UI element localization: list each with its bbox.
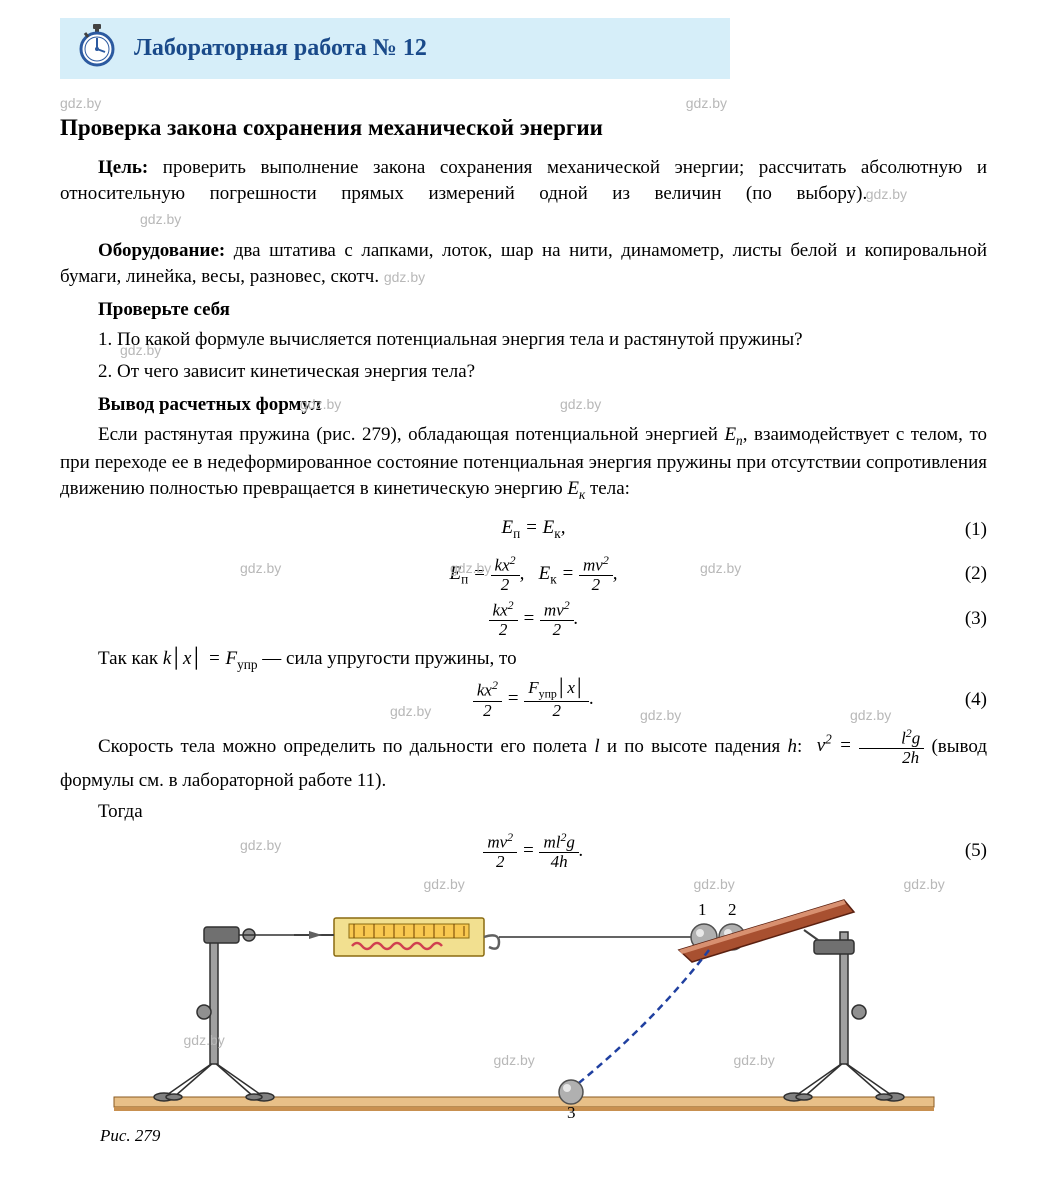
equation-1: Eп = Eк, (1)	[60, 510, 987, 550]
watermark: gdz.by	[450, 560, 491, 576]
ball-label-3: 3	[567, 1103, 576, 1122]
since-text: — сила упругости пружины, то	[258, 648, 517, 669]
formula-v2-frac: l2g2h	[859, 727, 924, 768]
watermark-row: gdz.by gdz.by	[60, 95, 987, 111]
figure-svg: 1 2 3	[74, 882, 974, 1122]
ball-label-1: 1	[698, 900, 707, 919]
var-h: h	[787, 735, 797, 756]
check-q1: 1. По какой формуле вычисляется потенциа…	[60, 327, 987, 353]
lab-header: Лабораторная работа № 12	[60, 18, 730, 79]
page-title: Проверка закона сохранения механической …	[60, 115, 987, 141]
watermark: gdz.by	[184, 1032, 225, 1048]
check-heading: Проверьте себя	[60, 299, 987, 321]
eq4-num: (4)	[927, 689, 987, 711]
since-text: Так как	[98, 648, 163, 669]
equipment-label: Оборудование:	[98, 240, 225, 261]
stopwatch-icon	[78, 24, 134, 73]
derivation-text: Если растянутая пружина (рис. 279), обла…	[98, 424, 724, 445]
watermark: gdz.by	[120, 342, 161, 358]
ball-label-2: 2	[728, 900, 737, 919]
watermark: gdz.by	[904, 876, 945, 892]
derivation-text: тела:	[585, 478, 630, 499]
figure-caption: Рис. 279	[100, 1126, 987, 1146]
eq2-num: (2)	[927, 563, 987, 585]
watermark: gdz.by	[700, 560, 741, 576]
eq1-formula: Eп = Eк,	[140, 517, 927, 542]
watermark: gdz.by	[686, 95, 727, 111]
watermark: gdz.by	[734, 1052, 775, 1068]
watermark: gdz.by	[850, 707, 891, 723]
watermark: gdz.by	[240, 560, 281, 576]
goal-text: проверить выполнение закона сохранения м…	[60, 157, 987, 204]
velocity-text: и по высоте падения	[600, 735, 788, 756]
watermark: gdz.by	[424, 876, 465, 892]
equipment-paragraph: Оборудование: два штатива с лапками, лот…	[60, 238, 987, 289]
watermark: gdz.by	[640, 707, 681, 723]
watermark: gdz.by	[390, 703, 431, 719]
eq3-num: (3)	[927, 608, 987, 630]
derivation-heading: Вывод расчетных формул	[60, 394, 987, 416]
eq3-formula: kx22 = mv22.	[140, 599, 927, 640]
goal-label: Цель:	[98, 157, 148, 178]
watermark: gdz.by	[140, 211, 181, 227]
equation-2: Eп = kx22, Eк = mv22, (2)	[60, 554, 987, 595]
formula-kx: k│x│ = F	[163, 648, 237, 669]
watermark: gdz.by	[300, 396, 341, 412]
watermark: gdz.by	[60, 95, 101, 111]
eq5-num: (5)	[927, 840, 987, 862]
velocity-paragraph: Скорость тела можно определить по дально…	[60, 727, 987, 794]
eq1-num: (1)	[927, 519, 987, 541]
equation-4: kx22 = Fупр│x│2. (4)	[60, 679, 987, 720]
figure-279: gdz.by gdz.by gdz.by gdz.by gdz.by gdz.b…	[74, 882, 974, 1122]
watermark: gdz.by	[866, 186, 907, 202]
watermark: gdz.by	[560, 396, 601, 412]
equation-5: mv22 = ml2g4h. (5)	[60, 831, 987, 872]
watermark: gdz.by	[694, 876, 735, 892]
watermark: gdz.by	[494, 1052, 535, 1068]
velocity-text: Скорость тела можно определить по дально…	[98, 735, 594, 756]
var-Ek: Eк	[567, 478, 585, 499]
since-paragraph: Так как k│x│ = Fупр — сила упругости пру…	[60, 646, 987, 674]
equation-3: kx22 = mv22. (3)	[60, 599, 987, 640]
then-paragraph: Тогда	[60, 799, 987, 825]
var-Ep: Eп	[724, 424, 742, 445]
lab-header-title: Лабораторная работа № 12	[134, 35, 427, 62]
watermark: gdz.by	[240, 837, 281, 853]
eq4-formula: kx22 = Fупр│x│2.	[140, 679, 927, 720]
formula-v2: v2 =	[817, 735, 859, 756]
derivation-para1: Если растянутая пружина (рис. 279), обла…	[60, 422, 987, 503]
watermark: gdz.by	[384, 269, 425, 285]
goal-paragraph: Цель: проверить выполнение закона сохран…	[60, 155, 987, 232]
check-q2: 2. От чего зависит кинетическая энергия …	[60, 359, 987, 385]
